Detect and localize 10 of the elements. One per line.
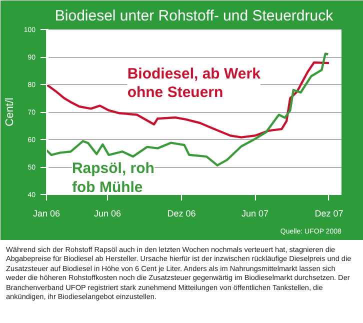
- line-series: [46, 61, 330, 138]
- y-axis-title: Cent/l: [4, 98, 16, 126]
- series-label: Rapsöl, roh fob Mühle: [72, 160, 154, 196]
- x-tick-label: Jun 07: [242, 208, 269, 218]
- x-tick-label: Jan 06: [32, 208, 60, 218]
- x-tick-label: Dez 07: [314, 208, 344, 218]
- x-tick-label: Dez 06: [167, 208, 196, 218]
- chart-title: Biodiesel unter Rohstoff- und Steuerdruck: [54, 8, 334, 24]
- x-tick-label: Jun 06: [94, 208, 122, 218]
- series-label: Biodiesel, ab Werk ohne Steuern: [127, 65, 262, 101]
